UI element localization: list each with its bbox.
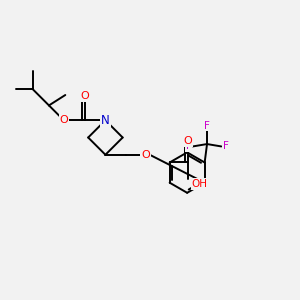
- Text: F: F: [204, 121, 210, 130]
- Text: O: O: [184, 136, 193, 146]
- Text: F: F: [223, 141, 228, 152]
- Text: N: N: [101, 114, 110, 127]
- Text: OH: OH: [192, 179, 208, 189]
- Text: O: O: [141, 150, 150, 160]
- Text: O: O: [80, 91, 89, 101]
- Text: O: O: [59, 115, 68, 125]
- Text: F: F: [186, 141, 191, 152]
